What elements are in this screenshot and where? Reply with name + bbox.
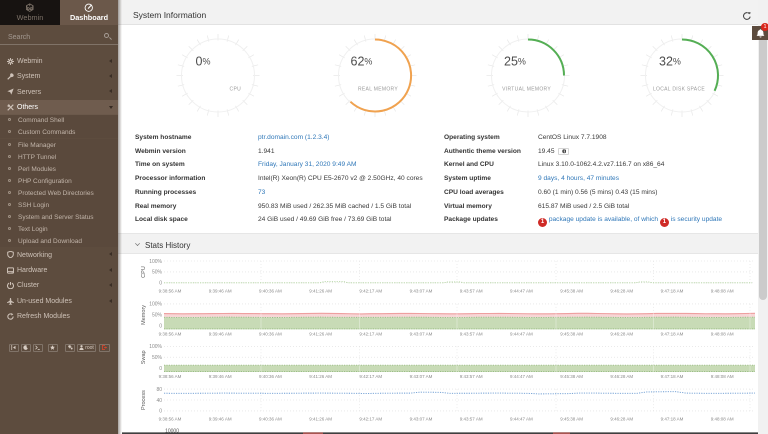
svg-text:50%: 50% [152, 355, 163, 361]
svg-text:0%: 0% [196, 55, 211, 69]
svg-text:Process: Process [141, 390, 147, 410]
svg-text:CPU: CPU [230, 87, 242, 93]
svg-text:10000: 10000 [165, 429, 179, 434]
svg-text:80: 80 [156, 387, 162, 393]
svg-text:9:42:17 AM: 9:42:17 AM [359, 331, 382, 336]
svg-text:9:43:07 AM: 9:43:07 AM [410, 374, 433, 379]
svg-text:9:45:38 AM: 9:45:38 AM [560, 417, 583, 422]
svg-text:50%: 50% [152, 270, 163, 276]
svg-text:9:42:17 AM: 9:42:17 AM [359, 417, 382, 422]
svg-text:9:40:36 AM: 9:40:36 AM [259, 417, 282, 422]
svg-text:9:45:38 AM: 9:45:38 AM [560, 331, 583, 336]
svg-text:9:43:57 AM: 9:43:57 AM [460, 374, 483, 379]
svg-text:VIRTUAL MEMORY: VIRTUAL MEMORY [502, 87, 551, 93]
svg-text:9:40:36 AM: 9:40:36 AM [259, 289, 282, 294]
svg-text:9:38:56 AM: 9:38:56 AM [159, 417, 182, 422]
svg-text:25%: 25% [504, 55, 526, 69]
svg-text:9:44:47 AM: 9:44:47 AM [510, 417, 533, 422]
svg-text:9:48:08 AM: 9:48:08 AM [711, 289, 734, 294]
svg-text:9:40:36 AM: 9:40:36 AM [259, 331, 282, 336]
svg-text:9:47:18 AM: 9:47:18 AM [661, 289, 684, 294]
svg-text:9:43:07 AM: 9:43:07 AM [410, 417, 433, 422]
svg-text:9:39:46 AM: 9:39:46 AM [209, 331, 232, 336]
svg-text:9:48:08 AM: 9:48:08 AM [711, 374, 734, 379]
svg-text:9:42:17 AM: 9:42:17 AM [359, 374, 382, 379]
svg-text:9:38:56 AM: 9:38:56 AM [159, 374, 182, 379]
svg-text:100%: 100% [149, 344, 162, 350]
svg-text:50%: 50% [152, 313, 163, 319]
svg-text:0: 0 [159, 324, 162, 330]
svg-text:9:47:18 AM: 9:47:18 AM [661, 417, 684, 422]
svg-text:9:44:47 AM: 9:44:47 AM [510, 331, 533, 336]
svg-text:9:41:26 AM: 9:41:26 AM [309, 417, 332, 422]
svg-text:9:44:47 AM: 9:44:47 AM [510, 374, 533, 379]
svg-text:9:46:28 AM: 9:46:28 AM [610, 289, 633, 294]
svg-text:9:38:56 AM: 9:38:56 AM [159, 331, 182, 336]
svg-text:100%: 100% [149, 302, 162, 308]
svg-text:9:47:18 AM: 9:47:18 AM [661, 331, 684, 336]
svg-text:9:43:07 AM: 9:43:07 AM [410, 289, 433, 294]
svg-text:0: 0 [159, 281, 162, 287]
svg-text:100%: 100% [149, 259, 162, 265]
svg-text:9:43:07 AM: 9:43:07 AM [410, 331, 433, 336]
svg-text:9:41:26 AM: 9:41:26 AM [309, 331, 332, 336]
svg-text:CPU: CPU [141, 266, 147, 278]
svg-text:LOCAL DISK SPACE: LOCAL DISK SPACE [653, 87, 705, 93]
svg-text:62%: 62% [351, 55, 373, 69]
svg-text:REAL MEMORY: REAL MEMORY [358, 87, 398, 93]
svg-text:9:46:28 AM: 9:46:28 AM [610, 417, 633, 422]
svg-text:9:39:46 AM: 9:39:46 AM [209, 417, 232, 422]
svg-text:9:39:46 AM: 9:39:46 AM [209, 374, 232, 379]
svg-text:Memory: Memory [141, 305, 147, 325]
svg-text:9:41:26 AM: 9:41:26 AM [309, 374, 332, 379]
svg-text:9:43:57 AM: 9:43:57 AM [460, 331, 483, 336]
svg-text:40: 40 [156, 398, 162, 404]
svg-text:0: 0 [159, 366, 162, 372]
svg-text:9:45:38 AM: 9:45:38 AM [560, 289, 583, 294]
svg-text:0: 0 [159, 409, 162, 415]
svg-text:9:38:56 AM: 9:38:56 AM [159, 289, 182, 294]
svg-text:9:39:46 AM: 9:39:46 AM [209, 289, 232, 294]
svg-text:9:44:47 AM: 9:44:47 AM [510, 289, 533, 294]
svg-text:9:43:57 AM: 9:43:57 AM [460, 289, 483, 294]
svg-text:9:43:57 AM: 9:43:57 AM [460, 417, 483, 422]
svg-text:Swap: Swap [141, 350, 147, 364]
svg-text:9:48:08 AM: 9:48:08 AM [711, 417, 734, 422]
svg-text:9:45:38 AM: 9:45:38 AM [560, 374, 583, 379]
svg-text:9:42:17 AM: 9:42:17 AM [359, 289, 382, 294]
svg-text:9:46:28 AM: 9:46:28 AM [610, 374, 633, 379]
svg-text:9:40:36 AM: 9:40:36 AM [259, 374, 282, 379]
svg-text:32%: 32% [659, 55, 681, 69]
svg-text:9:41:26 AM: 9:41:26 AM [309, 289, 332, 294]
svg-text:9:48:08 AM: 9:48:08 AM [711, 331, 734, 336]
svg-text:9:47:18 AM: 9:47:18 AM [661, 374, 684, 379]
svg-text:9:46:28 AM: 9:46:28 AM [610, 331, 633, 336]
